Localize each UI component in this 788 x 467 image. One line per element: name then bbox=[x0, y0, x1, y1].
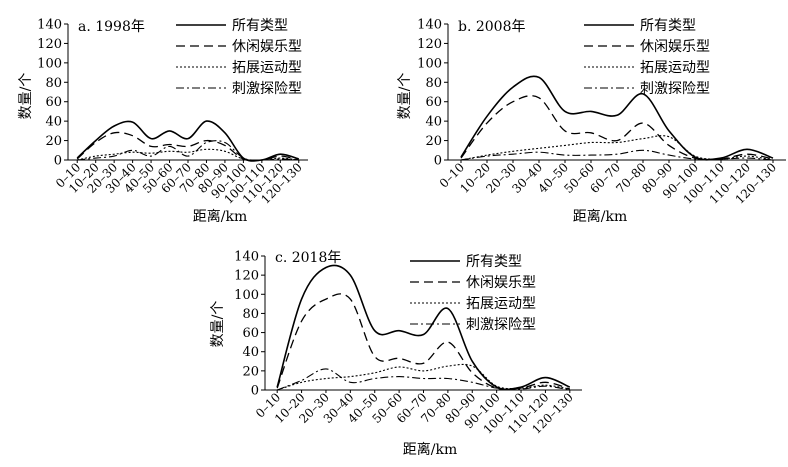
x-axis-label: 距离/km bbox=[573, 208, 627, 225]
y-tick-label: 120 bbox=[37, 37, 62, 52]
y-axis-label: 数量/个 bbox=[18, 73, 34, 120]
chart-panel-0: 0204060801001201400–1010–2020–3030–4040–… bbox=[18, 18, 308, 225]
y-tick-label: 120 bbox=[234, 269, 259, 284]
series-line-3 bbox=[77, 140, 299, 161]
legend-label-1: 休闲娱乐型 bbox=[640, 39, 710, 55]
chart-title: c. 2018年 bbox=[275, 250, 341, 266]
legend-label-3: 刺激探险型 bbox=[232, 80, 302, 97]
y-tick-label: 20 bbox=[425, 134, 442, 149]
y-tick-label: 100 bbox=[37, 56, 62, 71]
legend-label-2: 拓展运动型 bbox=[232, 60, 302, 76]
y-tick-label: 40 bbox=[45, 115, 62, 130]
y-tick-label: 80 bbox=[425, 76, 442, 91]
series-line-2 bbox=[77, 148, 299, 161]
y-tick-label: 0 bbox=[251, 384, 259, 399]
legend-label-0: 所有类型 bbox=[640, 18, 696, 34]
chart-title: a. 1998年 bbox=[78, 19, 145, 35]
y-axis-label: 数量/个 bbox=[397, 73, 413, 120]
y-tick-label: 80 bbox=[45, 76, 62, 91]
x-axis-label: 距离/km bbox=[193, 208, 247, 225]
legend-label-1: 休闲娱乐型 bbox=[232, 39, 302, 55]
y-tick-label: 120 bbox=[417, 37, 442, 52]
legend-label-3: 刺激探险型 bbox=[466, 316, 536, 333]
series-line-1 bbox=[460, 95, 774, 161]
y-tick-label: 60 bbox=[45, 95, 62, 110]
series-line-3 bbox=[277, 368, 570, 391]
chart-panel-1: 0204060801001201400–1010–2020–3030–4040–… bbox=[397, 18, 786, 225]
y-tick-label: 40 bbox=[242, 345, 259, 360]
series-line-1 bbox=[276, 293, 570, 391]
legend-label-0: 所有类型 bbox=[232, 18, 288, 34]
legend-label-2: 拓展运动型 bbox=[466, 296, 536, 312]
chart-title: b. 2008年 bbox=[458, 19, 526, 35]
chart-panel-2: 0204060801001201400–1010–2020–3030–4040–… bbox=[210, 250, 582, 458]
y-tick-label: 20 bbox=[242, 364, 259, 379]
x-axis-label: 距离/km bbox=[403, 441, 457, 458]
y-tick-label: 100 bbox=[234, 288, 259, 303]
y-tick-label: 20 bbox=[45, 134, 62, 149]
y-tick-label: 140 bbox=[234, 250, 259, 265]
legend-label-3: 刺激探险型 bbox=[640, 80, 710, 97]
y-tick-label: 60 bbox=[425, 95, 442, 110]
series-line-0 bbox=[276, 264, 571, 391]
legend-label-1: 休闲娱乐型 bbox=[466, 275, 536, 291]
y-tick-label: 100 bbox=[417, 56, 442, 71]
series-line-2 bbox=[277, 363, 570, 391]
series-line-0 bbox=[460, 75, 774, 161]
legend-label-2: 拓展运动型 bbox=[640, 60, 710, 76]
y-tick-label: 140 bbox=[417, 18, 442, 33]
y-tick-label: 140 bbox=[37, 18, 62, 33]
legend-label-0: 所有类型 bbox=[466, 254, 522, 270]
y-tick-label: 0 bbox=[434, 154, 442, 169]
y-tick-label: 80 bbox=[242, 307, 259, 322]
y-tick-label: 40 bbox=[425, 115, 442, 130]
y-tick-label: 0 bbox=[54, 154, 62, 169]
y-tick-label: 60 bbox=[242, 326, 259, 341]
series-line-3 bbox=[460, 149, 774, 161]
y-axis-label: 数量/个 bbox=[210, 301, 226, 348]
